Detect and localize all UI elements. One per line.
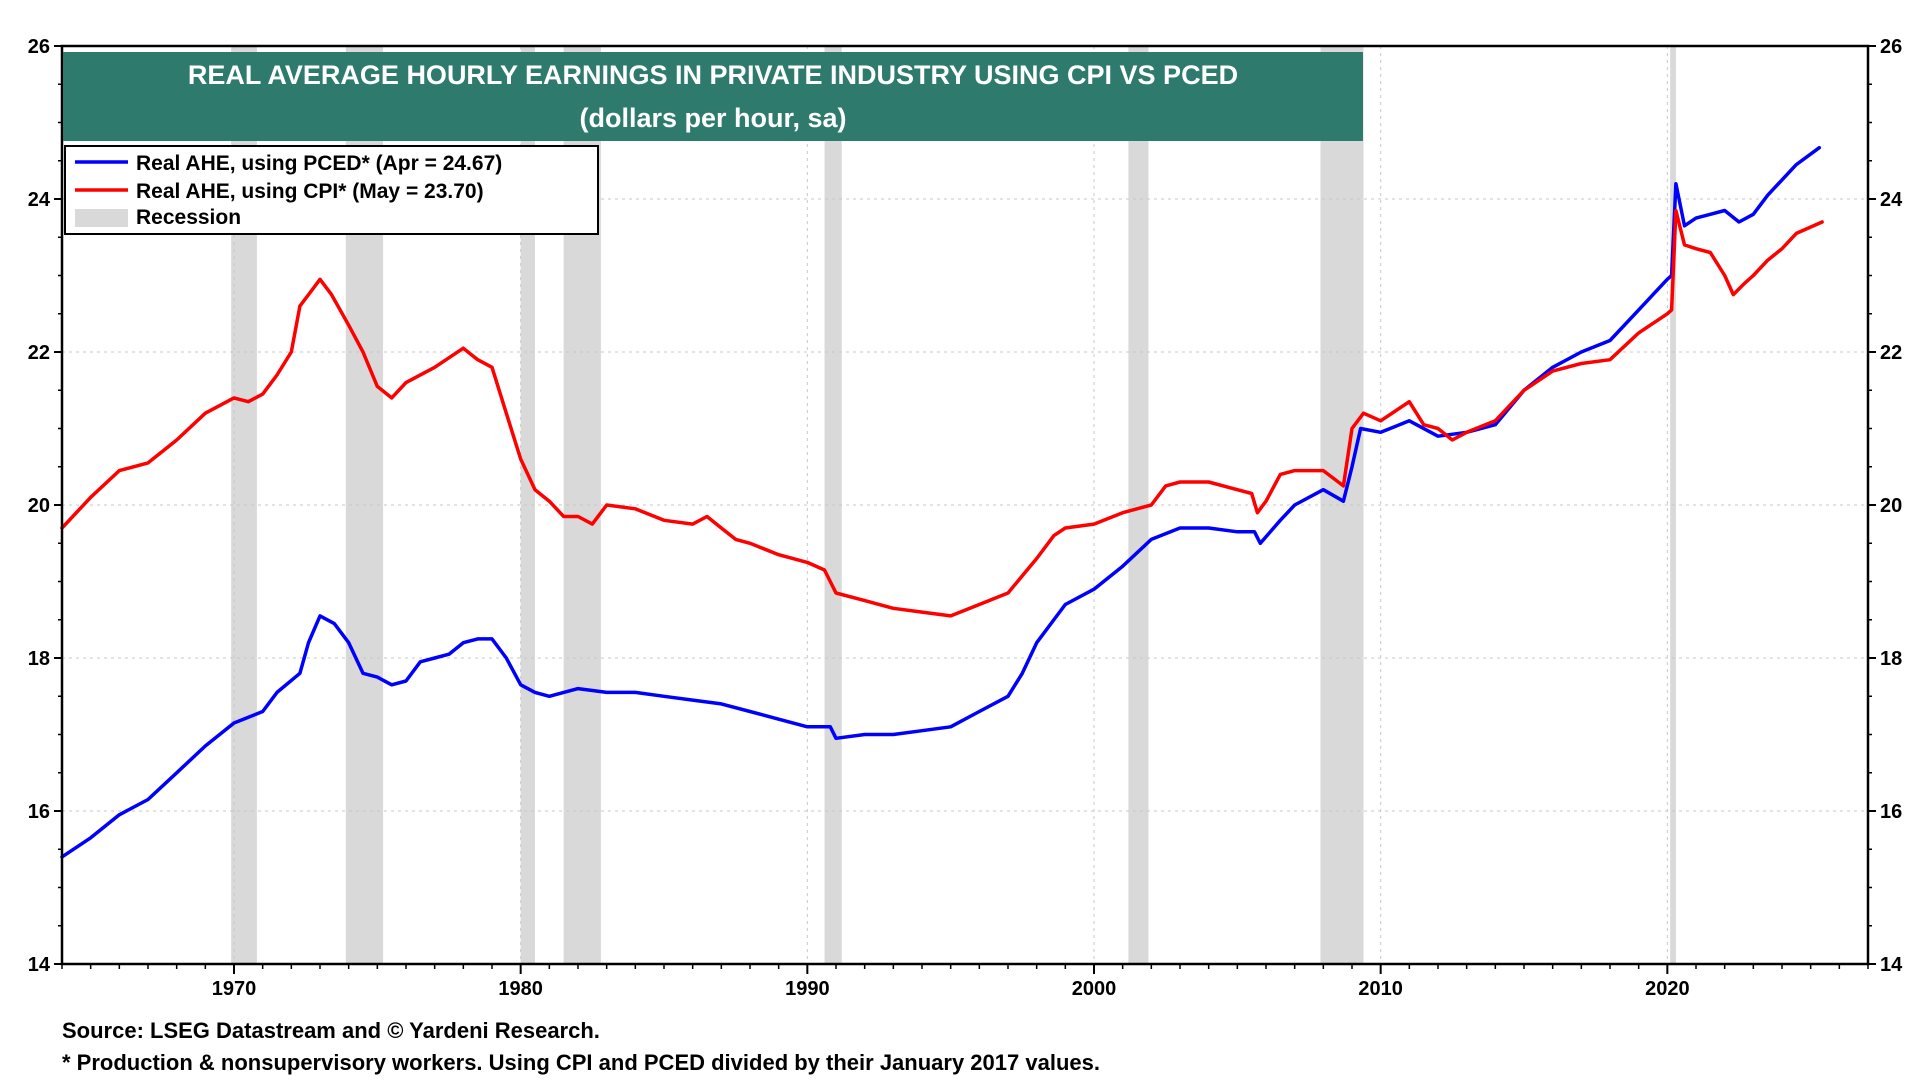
y-tick-label-left-26: 26 (28, 36, 50, 58)
x-tick-label-2020: 2020 (1645, 978, 1690, 1000)
x-tick-label-2000: 2000 (1072, 978, 1117, 1000)
series-line-pced (60, 145, 1822, 859)
legend-label-cpi: Real AHE, using CPI* (May = 23.70) (136, 180, 484, 203)
y-tick-label-right-26: 26 (1880, 36, 1902, 58)
y-tick-label-right-20: 20 (1880, 495, 1902, 517)
y-tick-label-right-24: 24 (1880, 189, 1903, 211)
chart-title: REAL AVERAGE HOURLY EARNINGS IN PRIVATE … (188, 60, 1238, 90)
legend-label-recession: Recession (136, 206, 241, 229)
y-tick-label-left-22: 22 (28, 342, 50, 364)
y-tick-label-right-16: 16 (1880, 801, 1902, 823)
legend: Real AHE, using PCED* (Apr = 24.67) Real… (64, 145, 599, 235)
legend-box (64, 145, 599, 235)
series-lines (60, 145, 1824, 859)
y-tick-label-right-14: 14 (1880, 954, 1903, 976)
x-tick-label-1970: 1970 (212, 978, 257, 1000)
y-tick-label-left-20: 20 (28, 495, 50, 517)
recession-band-5 (1128, 46, 1149, 964)
recession-band-2 (520, 46, 535, 964)
footnote: * Production & nonsupervisory workers. U… (62, 1050, 1100, 1075)
recession-band-6 (1320, 46, 1364, 964)
y-tick-label-right-18: 18 (1880, 648, 1902, 670)
source-note: Source: LSEG Datastream and © Yardeni Re… (62, 1018, 600, 1043)
x-tick-label-1980: 1980 (498, 978, 543, 1000)
x-tick-label-1990: 1990 (785, 978, 830, 1000)
y-tick-label-left-24: 24 (28, 189, 51, 211)
x-tick-label-2010: 2010 (1358, 978, 1403, 1000)
title-box: REAL AVERAGE HOURLY EARNINGS IN PRIVATE … (63, 52, 1363, 141)
legend-swatch-recession (75, 209, 128, 227)
chart-subtitle: (dollars per hour, sa) (579, 103, 846, 133)
y-tick-label-left-14: 14 (28, 954, 51, 976)
y-tick-label-left-16: 16 (28, 801, 50, 823)
y-tick-label-right-22: 22 (1880, 342, 1902, 364)
series-line-cpi (60, 208, 1824, 618)
title-background (63, 52, 1363, 141)
y-tick-label-left-18: 18 (28, 648, 50, 670)
legend-label-pced: Real AHE, using PCED* (Apr = 24.67) (136, 152, 502, 175)
